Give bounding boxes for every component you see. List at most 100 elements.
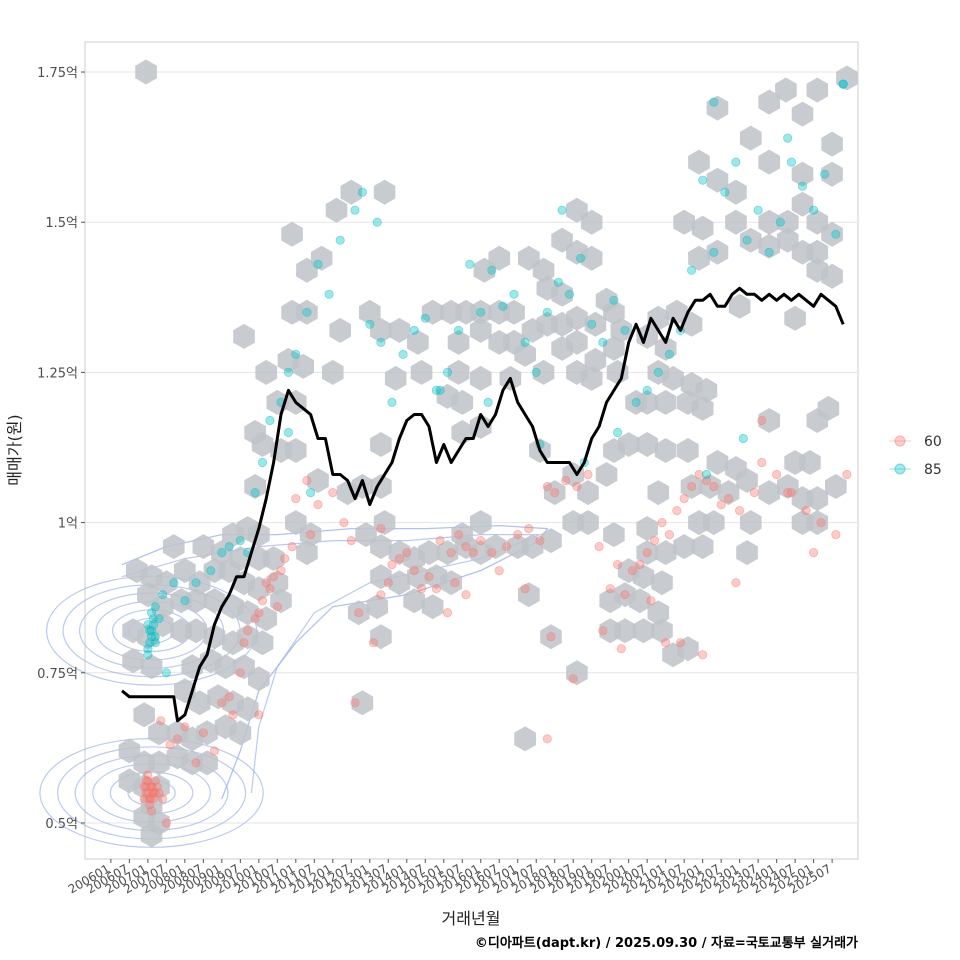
data-point-60 xyxy=(616,644,626,654)
data-point-60 xyxy=(291,493,301,504)
data-point-60 xyxy=(468,547,478,558)
hexbin xyxy=(233,323,255,349)
data-point-60 xyxy=(842,469,852,480)
data-point-85 xyxy=(335,235,345,245)
hexbin xyxy=(632,618,655,644)
hexbin xyxy=(632,564,655,590)
data-point-60 xyxy=(783,487,793,498)
hexbin xyxy=(551,281,573,307)
hexbin xyxy=(540,528,562,554)
data-point-60 xyxy=(583,469,593,480)
data-point-60 xyxy=(145,794,155,804)
data-point-85 xyxy=(738,433,748,444)
hexbin xyxy=(447,359,470,385)
data-point-60 xyxy=(831,529,841,540)
data-point-85 xyxy=(143,620,153,630)
hexbin xyxy=(148,774,170,800)
hexbin xyxy=(728,293,751,319)
hexbin xyxy=(196,750,218,776)
data-point-60 xyxy=(254,608,264,618)
hexbin xyxy=(736,540,758,566)
data-point-60 xyxy=(679,493,689,504)
data-point-85 xyxy=(158,590,168,600)
data-point-60 xyxy=(635,559,645,570)
hexbin xyxy=(421,299,444,325)
hexbin xyxy=(262,546,285,572)
data-point-60 xyxy=(156,716,166,726)
data-point-85 xyxy=(783,133,793,143)
data-point-85 xyxy=(764,247,774,257)
data-point-60 xyxy=(376,590,386,600)
data-point-85 xyxy=(664,349,675,359)
hexbin xyxy=(691,395,714,421)
data-point-85 xyxy=(150,638,160,648)
hexbin xyxy=(285,438,307,463)
data-point-60 xyxy=(147,806,157,816)
data-point-60 xyxy=(461,541,471,552)
data-point-85 xyxy=(701,469,712,480)
data-point-85 xyxy=(498,301,508,311)
hexbin xyxy=(133,702,155,728)
hexbin xyxy=(469,365,492,391)
hexbin xyxy=(436,540,459,566)
data-point-60 xyxy=(620,590,630,600)
data-point-60 xyxy=(143,776,153,786)
hexbin xyxy=(440,570,462,596)
hexbin xyxy=(370,432,392,457)
hexbin xyxy=(421,594,444,620)
data-point-85 xyxy=(709,247,719,257)
hexbin xyxy=(784,305,806,331)
hexbin xyxy=(610,317,633,343)
data-point-60 xyxy=(450,578,460,588)
hexbin xyxy=(518,582,540,608)
hexbin xyxy=(821,131,843,157)
hexbin xyxy=(418,540,440,566)
hexbin xyxy=(469,317,492,343)
hexbin xyxy=(636,540,658,566)
hexbin xyxy=(706,239,729,265)
data-point-85 xyxy=(235,535,245,546)
data-point-85 xyxy=(775,217,785,227)
hexbin xyxy=(776,209,799,235)
caption: ©디아파트(dapt.kr) / 2025.09.30 / 자료=국토교통부 실… xyxy=(475,935,858,951)
hexbin xyxy=(651,618,673,644)
hexbin xyxy=(662,365,684,391)
data-point-60 xyxy=(808,547,819,558)
data-point-60 xyxy=(145,794,155,804)
data-point-85 xyxy=(442,367,453,377)
data-point-60 xyxy=(376,523,386,534)
data-point-60 xyxy=(180,722,190,732)
data-point-60 xyxy=(749,487,760,498)
data-point-85 xyxy=(483,397,493,407)
data-point-85 xyxy=(420,313,430,323)
data-point-60 xyxy=(694,469,704,480)
data-point-85 xyxy=(786,157,797,167)
data-point-60 xyxy=(649,535,660,546)
data-point-60 xyxy=(313,499,323,510)
hexbin xyxy=(580,209,603,235)
data-point-60 xyxy=(723,493,734,504)
hexbin xyxy=(758,480,781,506)
hexbin xyxy=(806,239,829,265)
hexbin xyxy=(543,480,566,506)
data-point-60 xyxy=(734,505,745,516)
hexbin xyxy=(255,606,278,632)
hexbin xyxy=(717,480,740,506)
data-point-85 xyxy=(387,397,397,407)
data-point-85 xyxy=(217,547,227,558)
hexbin xyxy=(775,77,797,103)
hexbin xyxy=(514,726,536,752)
data-point-60 xyxy=(627,565,638,576)
data-point-85 xyxy=(564,289,575,299)
data-point-85 xyxy=(620,325,630,335)
data-point-60 xyxy=(268,572,279,582)
hexbin xyxy=(351,690,374,716)
data-point-85 xyxy=(145,638,155,648)
data-point-60 xyxy=(594,541,604,552)
data-point-85 xyxy=(291,349,301,359)
data-point-60 xyxy=(265,584,275,594)
data-point-60 xyxy=(250,614,260,624)
hexbin xyxy=(148,750,170,776)
data-point-85 xyxy=(653,367,663,377)
trend-line-layer xyxy=(121,286,845,723)
